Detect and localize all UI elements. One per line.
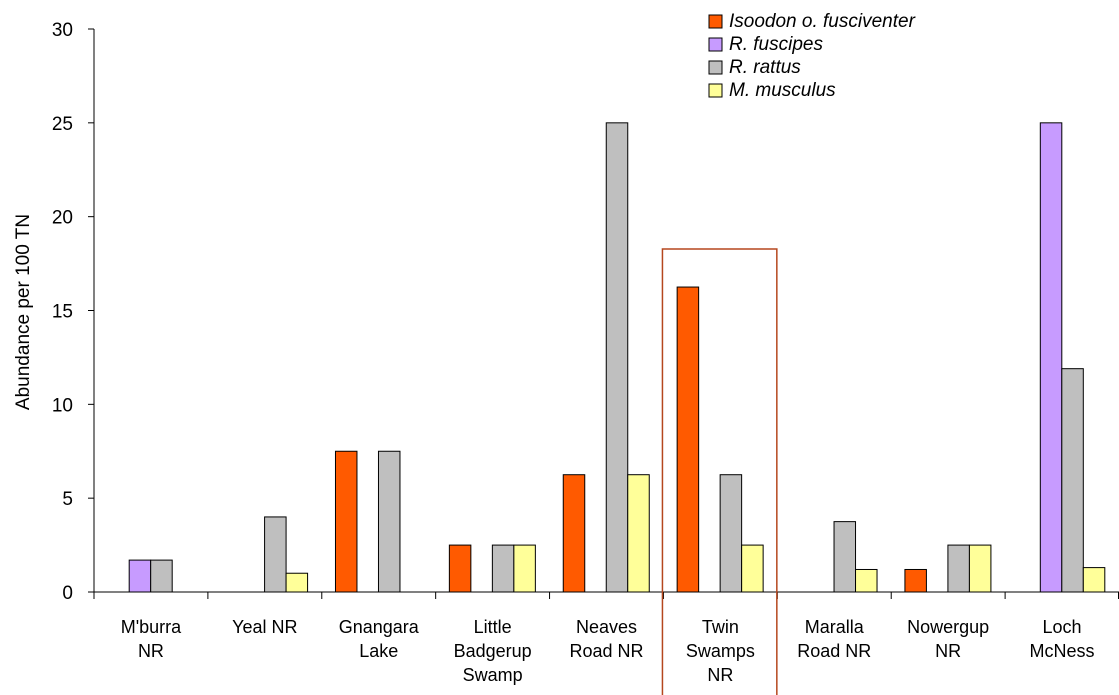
- legend-swatch: [708, 60, 723, 75]
- bar: [627, 474, 650, 593]
- y-tick-label: 0: [62, 583, 73, 604]
- x-axis: [93, 591, 1119, 599]
- legend-label: M. musculus: [729, 80, 836, 101]
- x-tick-label: Road NR: [797, 641, 871, 661]
- legend-swatch: [708, 37, 723, 52]
- legend-swatch: [708, 14, 723, 29]
- y-tick-label: 30: [52, 20, 73, 41]
- highlight-rect: [661, 248, 778, 695]
- x-tick-label: NR: [935, 641, 961, 661]
- y-axis: 0 5 10 15 20 25 30: [52, 20, 95, 604]
- y-tick-label: 5: [62, 489, 73, 510]
- x-tick-label: Yeal NR: [232, 617, 297, 637]
- x-tick-label: Gnangara: [339, 617, 420, 637]
- bar: [833, 521, 857, 593]
- y-tick-label: 20: [52, 208, 73, 229]
- bar: [377, 450, 401, 593]
- bar: [491, 544, 515, 593]
- bar: [448, 544, 472, 593]
- bar: [904, 568, 927, 593]
- x-tick-label: Maralla: [805, 617, 865, 637]
- x-tick-label: Badgerup: [454, 641, 532, 661]
- bar: [719, 474, 743, 593]
- x-tick-label: Swamps: [686, 641, 755, 661]
- legend-swatch: [708, 83, 723, 98]
- y-axis-title: Abundance per 100 TN: [13, 214, 34, 410]
- bar: [562, 474, 586, 593]
- bar: [855, 568, 878, 593]
- bar: [1061, 368, 1084, 593]
- bar: [605, 122, 629, 593]
- x-tick-label: McNess: [1030, 641, 1095, 661]
- x-tick-label: M'burra: [121, 617, 182, 637]
- y-tick-label: 25: [52, 114, 73, 135]
- bar: [150, 559, 173, 593]
- bar: [741, 544, 764, 593]
- x-tick-label: Swamp: [463, 665, 523, 685]
- legend-label: Isoodon o. fusciventer: [729, 11, 916, 32]
- category-labels: M'burra NR Yeal NR Gnangara Lake Little Badger…: [121, 617, 1095, 685]
- bar: [334, 450, 358, 593]
- bars: [128, 122, 1106, 593]
- bar: [968, 544, 992, 593]
- bar: [1039, 122, 1063, 593]
- x-tick-label: NR: [138, 641, 164, 661]
- bar: [513, 544, 536, 593]
- x-tick-label: Little: [474, 617, 512, 637]
- x-tick-label: NR: [707, 665, 733, 685]
- bar: [1082, 567, 1106, 593]
- bar: [947, 544, 970, 593]
- bar: [264, 516, 287, 593]
- x-tick-label: Lake: [359, 641, 398, 661]
- x-tick-label: Twin: [702, 617, 739, 637]
- x-tick-label: Nowergup: [907, 617, 989, 637]
- bar: [676, 286, 700, 593]
- x-tick-label: Road NR: [569, 641, 643, 661]
- legend-label: R. rattus: [729, 57, 801, 78]
- legend-label: R. fuscipes: [729, 34, 823, 55]
- highlight-box: [661, 248, 778, 695]
- y-tick-label: 10: [52, 395, 73, 416]
- x-tick-label: Neaves: [576, 617, 637, 637]
- y-tick-label: 15: [52, 302, 73, 323]
- bar: [128, 559, 152, 593]
- x-tick-label: Loch: [1043, 617, 1082, 637]
- bar: [285, 572, 309, 593]
